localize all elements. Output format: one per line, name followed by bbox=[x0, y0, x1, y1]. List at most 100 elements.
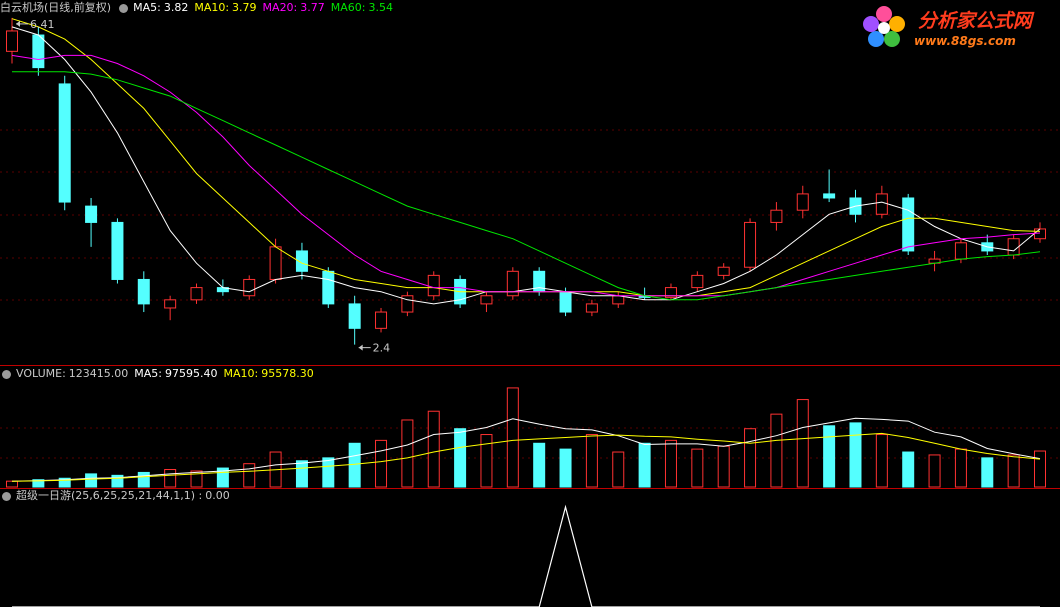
legend-value: 3.82 bbox=[163, 1, 189, 14]
candle-body bbox=[348, 303, 361, 329]
plot: 6.41 2.4 bbox=[6, 17, 1046, 607]
candle-body bbox=[401, 295, 414, 313]
volume-bar bbox=[875, 434, 888, 488]
volume-bar bbox=[427, 410, 440, 488]
candle-body bbox=[137, 278, 150, 305]
volume-bar bbox=[533, 442, 546, 488]
ma-line bbox=[11, 54, 1041, 297]
candle-body bbox=[375, 311, 388, 329]
legend-name: MA10: bbox=[223, 367, 259, 380]
candle-body bbox=[664, 287, 677, 298]
volume-bar bbox=[190, 470, 203, 488]
volume-bar bbox=[770, 413, 783, 488]
volume-bar bbox=[849, 422, 862, 488]
candle-body bbox=[58, 83, 71, 203]
candle-body bbox=[111, 221, 124, 280]
indicator-header: 超级一日游(25,6,25,25,21,44,1,1) :0.00 bbox=[0, 488, 236, 504]
volume-bar bbox=[902, 451, 915, 488]
volume-bar bbox=[691, 448, 704, 488]
legend-name: MA20: bbox=[262, 1, 298, 14]
annotation: 6.41 bbox=[30, 18, 55, 31]
candle-body bbox=[295, 250, 308, 272]
volume-bar bbox=[85, 473, 98, 488]
candle-body bbox=[875, 193, 888, 215]
volume-bar bbox=[164, 469, 177, 488]
candle-body bbox=[322, 270, 335, 305]
volume-bar bbox=[216, 467, 229, 488]
candle-body bbox=[612, 295, 625, 305]
legend-value: 95578.30 bbox=[261, 367, 314, 380]
volume-bar bbox=[1034, 450, 1046, 488]
volume-bar bbox=[612, 451, 625, 488]
legend-value: 3.79 bbox=[232, 1, 257, 14]
volume-bar bbox=[717, 445, 730, 488]
candle-body bbox=[506, 270, 519, 297]
candle-body bbox=[427, 274, 440, 297]
volume-ma-line bbox=[11, 417, 1041, 482]
volume-bar bbox=[506, 387, 519, 488]
legend-name: MA5: bbox=[134, 367, 163, 380]
legend-value: 3.77 bbox=[300, 1, 325, 14]
volume-bar bbox=[796, 399, 809, 488]
candle-body bbox=[744, 221, 757, 268]
indicator-line bbox=[12, 504, 1040, 607]
price-header: 白云机场(日线,前复权) MA5: 3.82 MA10: 3.79 MA20: 3.77 MA… bbox=[0, 0, 399, 16]
candle-body bbox=[1007, 238, 1020, 256]
volume-bar bbox=[585, 434, 598, 488]
volume-bar bbox=[6, 480, 18, 488]
volume-bar bbox=[401, 419, 414, 488]
legend-value: 3.54 bbox=[368, 1, 393, 14]
annotation: 2.4 bbox=[373, 342, 391, 355]
volume-bar bbox=[664, 439, 677, 488]
logo-icon bbox=[863, 6, 905, 47]
annotation-arrowhead bbox=[16, 20, 20, 27]
ma-line bbox=[11, 26, 1041, 305]
candle-body bbox=[954, 242, 967, 260]
volume-bar bbox=[638, 442, 651, 488]
volume-bar bbox=[928, 454, 941, 488]
candle-body bbox=[243, 278, 256, 297]
volume-bar bbox=[295, 460, 308, 488]
volume-bar bbox=[454, 428, 467, 488]
annotation-arrowhead bbox=[358, 344, 363, 351]
volume-bar bbox=[823, 425, 836, 488]
volume-ma-line bbox=[11, 432, 1041, 482]
volume-bar bbox=[58, 477, 71, 488]
candle-body bbox=[190, 287, 203, 301]
volume-bar bbox=[954, 448, 967, 488]
legend-value: 97595.40 bbox=[165, 367, 218, 380]
candle-body bbox=[902, 197, 915, 252]
indicator-readout: 0.00 bbox=[205, 489, 230, 502]
candle-body bbox=[85, 205, 98, 223]
watermark-title: 分析家公式网 bbox=[918, 10, 1033, 32]
candle-body bbox=[1034, 228, 1046, 240]
candle-body bbox=[6, 30, 18, 52]
candle-body bbox=[164, 299, 177, 309]
volume-title: VOLUME: bbox=[16, 367, 66, 380]
volume-header: VOLUME: 123415.00 MA5: 97595.40 MA10: 95578.3… bbox=[0, 366, 320, 382]
candle-body bbox=[559, 291, 572, 313]
volume-bar bbox=[559, 448, 572, 488]
candle-body bbox=[480, 295, 493, 305]
watermark-url: www.88gs.com bbox=[914, 34, 1016, 48]
volume-bar bbox=[111, 474, 124, 488]
candle-body bbox=[269, 246, 282, 280]
volume-bar bbox=[137, 471, 150, 488]
volume-bar bbox=[375, 439, 388, 488]
volume-bar bbox=[348, 442, 361, 488]
volume-bar bbox=[32, 479, 45, 488]
candle-body bbox=[585, 303, 598, 313]
legend-name: MA5: bbox=[133, 1, 161, 14]
volume-bar bbox=[981, 457, 994, 488]
volume-bar bbox=[1007, 454, 1020, 488]
candle-body bbox=[770, 209, 783, 223]
candle-body bbox=[823, 193, 836, 199]
volume-bar bbox=[243, 463, 256, 488]
volume-readout: 123415.00 bbox=[68, 367, 129, 380]
candle-body bbox=[717, 266, 730, 276]
candle-body bbox=[691, 274, 704, 289]
grid bbox=[0, 129, 1060, 459]
indicator-title: 超级一日游(25,6,25,25,21,44,1,1) : bbox=[16, 489, 203, 502]
